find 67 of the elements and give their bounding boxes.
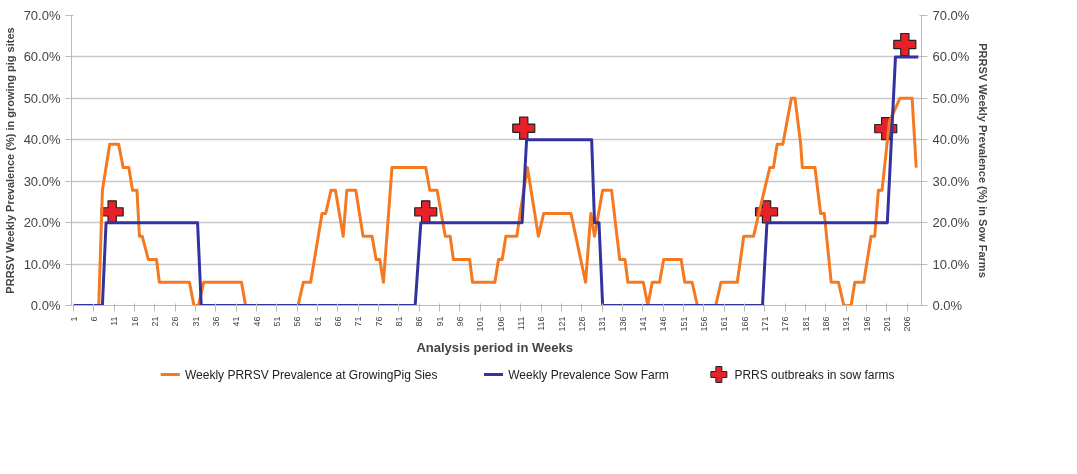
x-tick-label: 126 (576, 316, 587, 332)
x-tick-label: 26 (170, 316, 181, 327)
x-tick-label: 111 (515, 316, 526, 331)
point (414, 200, 438, 224)
legend-label: Weekly PRRSV Prevalence at GrowingPig Sies (184, 367, 438, 382)
x-tick-label: 131 (597, 316, 608, 332)
x-tick-label: 146 (658, 316, 669, 332)
y2-tick-label: 10.0% (932, 256, 970, 272)
y2-tick-label: 20.0% (932, 215, 970, 231)
legend-label: Weekly Prevalence Sow Farm (508, 367, 669, 382)
y-tick-label: 60.0% (23, 49, 61, 65)
x-tick-label: 11 (109, 316, 120, 326)
x-tick-label: 191 (841, 316, 852, 332)
x-tick-label: 66 (332, 316, 343, 327)
point (893, 32, 917, 57)
x-tick-label: 166 (739, 316, 750, 332)
y2-tick-label: 50.0% (932, 90, 970, 106)
x-tick-label: 36 (210, 316, 221, 327)
x-tick-label: 106 (495, 316, 506, 332)
x-tick-label: 136 (617, 316, 628, 332)
x-axis-title: Analysis period in Weeks (416, 339, 573, 355)
x-tick-label: 186 (820, 316, 831, 332)
y2-tick-label: 30.0% (932, 173, 970, 189)
y-axis-title: PRRSV Weekly Prevalence (%) in growing pig sites (3, 27, 16, 294)
x-tick-label: 171 (759, 316, 770, 332)
x-tick-label: 86 (414, 316, 425, 327)
x-tick-label: 21 (149, 316, 160, 327)
point (512, 116, 536, 140)
x-tick-label: 76 (373, 316, 384, 327)
x-tick-label: 16 (129, 316, 140, 327)
y-tick-label: 10.0% (23, 256, 61, 272)
x-tick-label: 71 (353, 316, 364, 327)
x-tick-label: 51 (271, 316, 282, 327)
x-tick-label: 101 (475, 316, 486, 332)
legend-label: PRRS outbreaks in sow farms (734, 367, 895, 382)
y-tick-label: 40.0% (23, 132, 61, 148)
y2-tick-label: 60.0% (932, 49, 970, 65)
x-tick-label: 156 (698, 316, 709, 332)
x-tick-label: 201 (881, 316, 892, 332)
y2-axis-title: PRRSV Weekly Prevalence (%) in Sow Farms (977, 43, 990, 278)
y-tick-label: 20.0% (23, 215, 61, 231)
y2-tick-label: 40.0% (932, 132, 970, 148)
x-tick-label: 206 (902, 316, 913, 332)
x-tick-label: 196 (861, 316, 872, 332)
y-tick-label: 50.0% (23, 90, 61, 106)
x-tick-label: 176 (780, 316, 791, 332)
y2-tick-label: 70.0% (932, 8, 970, 23)
x-tick-label: 161 (719, 316, 730, 332)
x-tick-label: 6 (88, 316, 99, 322)
x-tick-label: 31 (190, 316, 201, 327)
x-tick-label: 181 (800, 316, 811, 332)
x-tick-label: 81 (393, 316, 404, 327)
y-tick-label: 70.0% (23, 8, 61, 23)
x-tick-label: 96 (454, 316, 465, 327)
x-tick-label: 46 (251, 316, 262, 327)
x-tick-label: 116 (536, 316, 547, 331)
x-tick-label: 151 (678, 316, 689, 332)
y2-tick-label: 0.0% (932, 298, 963, 313)
x-tick-label: 121 (556, 316, 567, 332)
x-tick-label: 91 (434, 316, 445, 327)
x-tick-label: 61 (312, 316, 323, 327)
y-tick-label: 30.0% (23, 173, 61, 189)
x-tick-label: 141 (637, 316, 648, 332)
y-tick-label: 0.0% (30, 298, 61, 313)
x-tick-label: 56 (292, 316, 303, 327)
x-tick-label: 41 (231, 316, 242, 327)
x-tick-label: 1 (68, 316, 79, 322)
